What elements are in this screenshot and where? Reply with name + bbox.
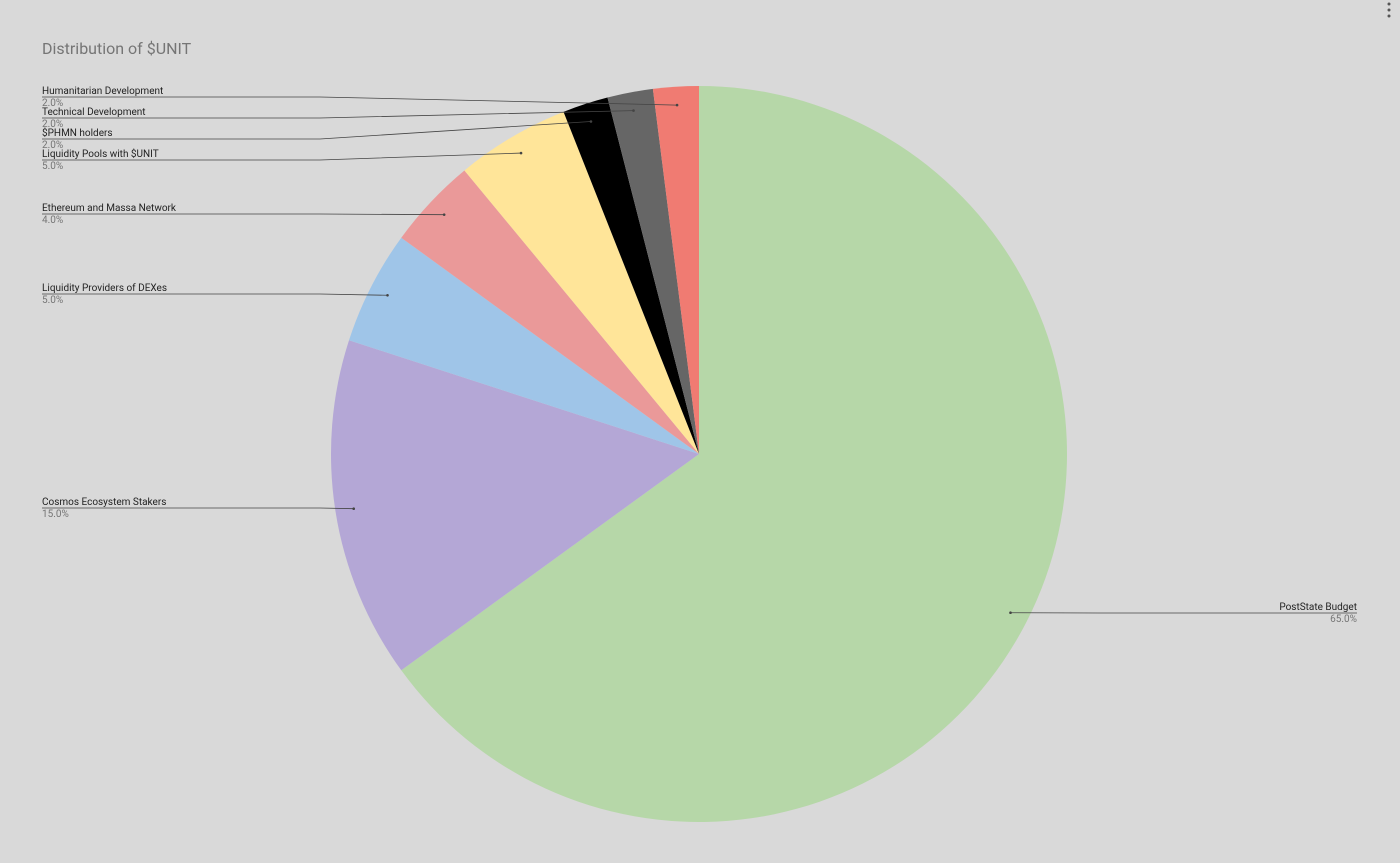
slice-percent: 4.0% [42,215,63,226]
leader-dot [386,293,389,297]
pie-slice [607,88,699,454]
slice-percent: 5.0% [42,161,63,172]
leader-line [42,110,634,119]
slice-label: Liquidity Providers of DEXes [42,282,167,294]
dot [1387,2,1391,6]
leader-dot [632,109,635,112]
slice-percent: 2.0% [42,119,63,130]
slice-percent: 5.0% [42,295,63,306]
slice-percent: 2.0% [42,140,63,151]
slice-label: Technical Development [42,107,146,118]
leader-line [42,293,388,296]
leader-line [42,152,522,161]
pie-slice [652,86,699,454]
leader-dot [519,151,523,155]
pie-slice [401,170,699,455]
dot [1387,8,1391,12]
leader-line [42,213,445,216]
pie-slice [563,97,699,454]
leader-dot [1009,611,1012,615]
chart-title: Distribution of $UNIT [42,39,192,58]
leader-dot [352,507,356,510]
pie-slice [464,111,699,454]
menu-dots[interactable] [1387,2,1391,18]
slice-label: Cosmos Ecosystem Stakers [42,497,166,508]
slice-label: Humanitarian Development [42,86,163,97]
leader-dot [442,213,446,216]
leader-dot [589,120,593,123]
slice-label: $PHMN holders [42,126,113,139]
leader-line [42,507,354,510]
slice-label: PostState Budget [1279,602,1357,613]
leader-line [42,96,678,106]
pie-slice [349,237,699,454]
leader-line [42,121,591,140]
slice-percent: 65.0% [1330,614,1357,625]
dot [1387,14,1391,18]
slice-percent: 15.0% [42,509,69,520]
slice-label: Liquidity Pools with $UNIT [42,147,159,160]
slice-percent: 2.0% [42,98,63,109]
pie-slice [401,86,1067,823]
slice-label: Ethereum and Massa Network [42,203,177,214]
leader-dot [675,103,679,107]
pie-slice [331,340,699,671]
